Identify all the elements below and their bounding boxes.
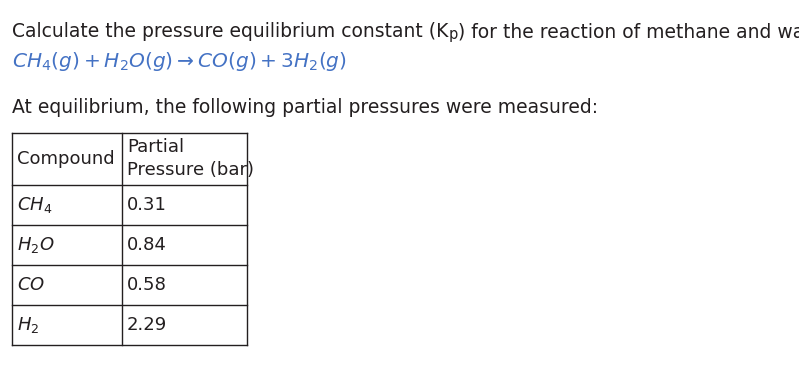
Text: $\it{CH_4(g) + H_2O(g) \rightarrow CO(g) + 3H_2(g)}$: $\it{CH_4(g) + H_2O(g) \rightarrow CO(g)… — [12, 50, 347, 73]
Text: At equilibrium, the following partial pressures were measured:: At equilibrium, the following partial pr… — [12, 98, 598, 117]
Text: p: p — [448, 27, 458, 42]
Text: Calculate the pressure equilibrium constant (K: Calculate the pressure equilibrium const… — [12, 22, 448, 41]
Text: 0.84: 0.84 — [127, 236, 167, 254]
Text: Pressure (bar): Pressure (bar) — [127, 161, 254, 180]
Text: Compound: Compound — [17, 150, 114, 168]
Text: 0.58: 0.58 — [127, 276, 167, 294]
Text: Partial: Partial — [127, 138, 184, 156]
Text: 2.29: 2.29 — [127, 316, 167, 334]
Text: $\it{H_2}$: $\it{H_2}$ — [17, 315, 39, 335]
Text: 0.31: 0.31 — [127, 196, 167, 214]
Text: $\it{CH_4}$: $\it{CH_4}$ — [17, 195, 53, 215]
Text: ) for the reaction of methane and water:: ) for the reaction of methane and water: — [458, 22, 799, 41]
Text: $\it{H_2O}$: $\it{H_2O}$ — [17, 235, 54, 255]
Text: $\it{CO}$: $\it{CO}$ — [17, 276, 45, 294]
